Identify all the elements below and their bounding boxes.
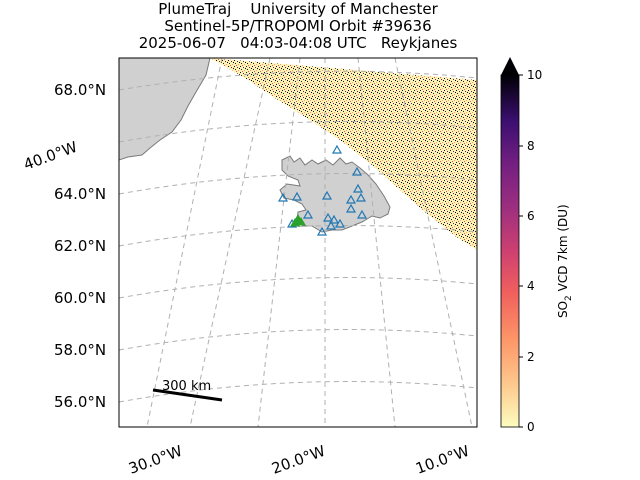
volcano-marker bbox=[334, 218, 346, 228]
gridline-lat-66 bbox=[119, 121, 477, 143]
so2-satellite-swath bbox=[210, 58, 477, 250]
gridline-lon-15 bbox=[357, 58, 396, 427]
colorbar-tick-10: 10 bbox=[527, 68, 542, 82]
map-area bbox=[119, 58, 477, 427]
volcano-marker bbox=[345, 203, 357, 213]
volcano-marker bbox=[316, 226, 328, 236]
volcano-marker bbox=[331, 144, 343, 154]
map-frame bbox=[118, 57, 478, 428]
lon-label-30w: 30.0°W bbox=[126, 442, 185, 478]
title-line-2: Sentinel-5P/TROPOMI Orbit #39636 bbox=[164, 17, 432, 35]
colorbar-tick-8: 8 bbox=[527, 139, 535, 153]
volcano-marker bbox=[322, 212, 334, 222]
colorbar-tick-0: 0 bbox=[527, 420, 535, 434]
colorbar-label-prefix: SO bbox=[556, 301, 570, 318]
gridline-lon-25 bbox=[257, 58, 301, 427]
colorbar-gradient bbox=[500, 74, 520, 428]
colorbar-extend-arrow bbox=[501, 57, 519, 75]
lon-label-40w: 40.0°W bbox=[21, 138, 80, 174]
scale-bar-label: 300 km bbox=[162, 379, 211, 394]
volcano-marker bbox=[277, 192, 289, 202]
active-volcano-marker bbox=[290, 217, 300, 227]
greenland-landmass bbox=[119, 58, 211, 161]
colorbar-label-sub: 2 bbox=[564, 295, 574, 301]
gridline-lat-58 bbox=[119, 329, 477, 351]
lat-label-56: 56.0°N bbox=[54, 393, 106, 411]
lat-label-62: 62.0°N bbox=[54, 237, 106, 255]
volcano-marker bbox=[351, 166, 363, 176]
gridline-lat-68 bbox=[119, 70, 477, 91]
lat-label-60: 60.0°N bbox=[54, 289, 106, 307]
gridline-lat-56 bbox=[119, 381, 477, 403]
lat-label-64: 64.0°N bbox=[54, 185, 106, 203]
colorbar: 0 2 4 6 8 10 SO2 VCD 7km (DU) bbox=[500, 57, 574, 434]
volcano-marker bbox=[325, 220, 337, 230]
title-line-1: PlumeTraj University of Manchester bbox=[158, 0, 438, 18]
latitude-gridlines bbox=[119, 70, 477, 403]
volcano-marker bbox=[345, 194, 357, 204]
title-line-3: 2025-06-07 04:03-04:08 UTC Reykjanes bbox=[138, 34, 458, 52]
lat-label-68: 68.0°N bbox=[54, 81, 106, 99]
gridline-lat-64 bbox=[119, 173, 477, 195]
lon-label-10w: 10.0°W bbox=[413, 442, 472, 478]
colorbar-tick-2: 2 bbox=[527, 350, 535, 364]
colorbar-label-suffix: VCD 7km (DU) bbox=[556, 204, 570, 295]
scale-bar bbox=[152, 388, 223, 402]
volcano-marker bbox=[356, 209, 368, 219]
longitude-gridlines bbox=[119, 58, 473, 427]
volcano-marker bbox=[328, 214, 340, 224]
gridline-lat-60 bbox=[119, 277, 477, 299]
active-volcano-marker bbox=[296, 216, 306, 226]
volcano-marker bbox=[321, 190, 333, 200]
colorbar-tick-6: 6 bbox=[527, 209, 535, 223]
volcano-marker bbox=[355, 192, 367, 202]
volcano-marker bbox=[352, 183, 364, 193]
colorbar-tick-4: 4 bbox=[527, 279, 535, 293]
volcano-marker bbox=[291, 191, 303, 201]
lon-label-20w: 20.0°W bbox=[269, 442, 328, 478]
volcano-marker bbox=[302, 209, 314, 219]
gridline-lat-62 bbox=[119, 225, 477, 247]
colorbar-label: SO2 VCD 7km (DU) bbox=[556, 204, 574, 318]
active-volcano-markers bbox=[290, 213, 306, 227]
lat-label-58: 58.0°N bbox=[54, 341, 106, 359]
volcano-markers bbox=[277, 144, 368, 236]
